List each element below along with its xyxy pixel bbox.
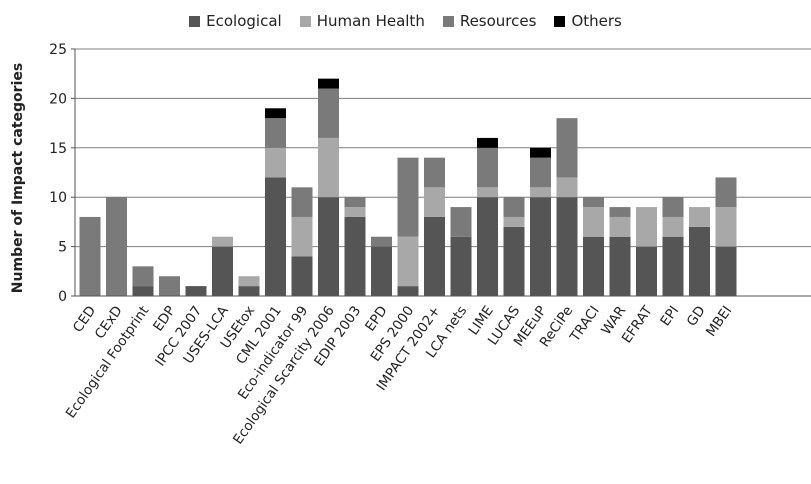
bar-segment-human-health: [503, 216, 525, 227]
bar-segment-ecological: [424, 216, 445, 296]
bar-segment-resources: [662, 197, 684, 217]
bars-group: [79, 78, 737, 296]
legend-swatch-human-health: [299, 15, 311, 27]
x-tick-label: EPI: [657, 303, 682, 329]
bar-segment-human-health: [344, 207, 366, 217]
y-tick-label: 5: [58, 240, 67, 256]
y-tick-labels: 0 5 10 15 20 25: [49, 42, 67, 305]
chart-legend: Ecological Human Health Resources Others: [0, 12, 811, 30]
bar-segment-ecological: [238, 286, 260, 296]
bar-segment-resources: [530, 157, 551, 188]
legend-item-others: Others: [554, 12, 622, 30]
bar-segment-resources: [556, 118, 578, 178]
bar-segment-resources: [318, 88, 339, 138]
bar-segment-human-health: [556, 177, 578, 198]
bar-segment-ecological: [715, 246, 737, 296]
bar-segment-human-health: [530, 187, 551, 198]
bar-segment-resources: [132, 266, 154, 287]
bar-segment-ecological: [344, 216, 366, 296]
bar-segment-human-health: [265, 147, 286, 178]
bar-segment-resources: [106, 197, 127, 296]
bar-segment-human-health: [477, 187, 498, 198]
bar-segment-human-health: [636, 207, 657, 247]
bar-segment-ecological: [265, 177, 286, 296]
bar-segment-ecological: [371, 246, 392, 296]
bar-segment-ecological: [556, 197, 578, 296]
bar-segment-resources: [715, 177, 737, 208]
bar-segment-ecological: [530, 197, 551, 296]
y-tick-label: 10: [49, 190, 67, 206]
legend-label-ecological: Ecological: [206, 12, 282, 30]
bar-segment-ecological: [397, 286, 419, 296]
legend-label-human-health: Human Health: [316, 12, 425, 30]
bar-segment-resources: [79, 216, 101, 296]
bar-segment-human-health: [291, 216, 313, 257]
bar-segment-human-health: [318, 137, 339, 198]
y-axis-label: Number of Impact categories: [10, 63, 26, 293]
bar-segment-resources: [159, 276, 180, 296]
bar-segment-resources: [450, 207, 472, 237]
bar-segment-human-health: [583, 207, 604, 237]
bar-segment-resources: [397, 157, 419, 237]
legend-swatch-others: [554, 15, 566, 27]
bar-segment-ecological: [291, 256, 313, 296]
y-tick-label: 0: [58, 289, 67, 305]
bar-segment-human-health: [609, 216, 631, 237]
bar-segment-ecological: [185, 286, 207, 296]
bar-segment-resources: [503, 197, 525, 217]
bar-segment-others: [530, 147, 551, 158]
bar-segment-resources: [424, 157, 445, 188]
bar-segment-human-health: [662, 216, 684, 237]
bar-segment-human-health: [424, 187, 445, 217]
bar-segment-ecological: [636, 246, 657, 296]
bar-segment-ecological: [477, 197, 498, 296]
bar-segment-human-health: [715, 207, 737, 247]
bar-segment-resources: [265, 118, 286, 148]
bar-segment-resources: [344, 197, 366, 208]
y-tick-label: 25: [49, 42, 67, 58]
bar-segment-ecological: [609, 236, 631, 296]
legend-item-human-health: Human Health: [299, 12, 425, 30]
bar-segment-ecological: [132, 286, 154, 296]
bar-segment-ecological: [450, 236, 472, 296]
x-tick-label: MBEI: [703, 303, 735, 340]
bar-segment-ecological: [318, 197, 339, 296]
bar-segment-ecological: [662, 236, 684, 296]
bar-segment-human-health: [397, 236, 419, 287]
legend-label-resources: Resources: [459, 12, 537, 30]
bar-segment-others: [318, 78, 339, 89]
bar-segment-human-health: [689, 207, 710, 227]
legend-item-ecological: Ecological: [189, 12, 282, 30]
bar-segment-resources: [291, 187, 313, 217]
legend-item-resources: Resources: [442, 12, 537, 30]
legend-swatch-ecological: [189, 15, 201, 27]
bar-segment-resources: [583, 197, 604, 208]
bar-segment-resources: [371, 236, 392, 247]
bar-segment-ecological: [212, 246, 233, 296]
bar-segment-others: [265, 108, 286, 119]
bar-segment-ecological: [503, 226, 525, 296]
bar-segment-ecological: [689, 226, 710, 296]
axes-group: [71, 48, 811, 297]
bar-segment-human-health: [212, 236, 233, 247]
bar-segment-others: [477, 137, 498, 148]
y-tick-label: 20: [49, 91, 67, 107]
legend-swatch-resources: [442, 15, 454, 27]
bar-segment-resources: [477, 147, 498, 188]
bar-segment-human-health: [238, 276, 260, 287]
bar-segment-ecological: [583, 236, 604, 296]
x-tick-label: GD: [684, 303, 709, 329]
y-tick-label: 15: [49, 141, 67, 157]
legend-label-others: Others: [571, 12, 622, 30]
bar-segment-resources: [609, 207, 631, 217]
